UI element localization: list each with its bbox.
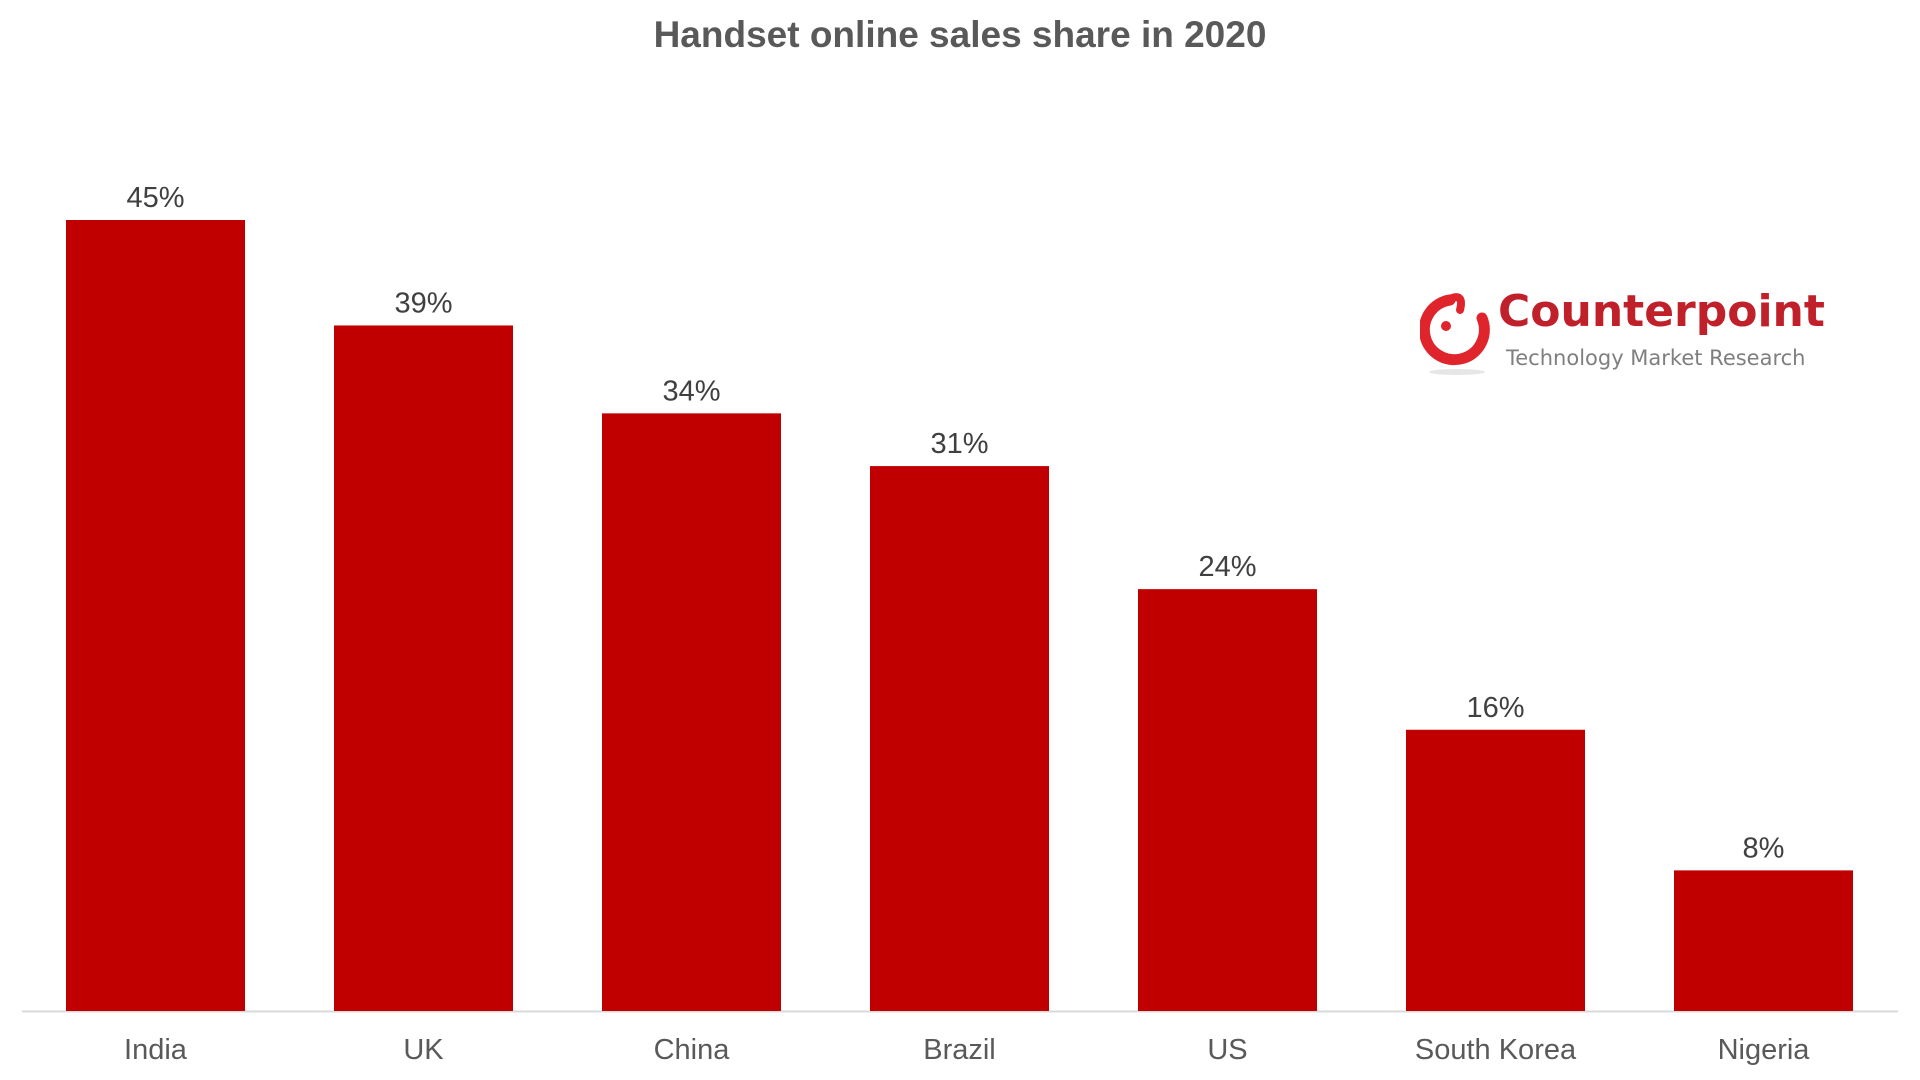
category-label: UK <box>403 1034 444 1066</box>
category-label: Brazil <box>923 1034 996 1066</box>
data-label: 24% <box>1198 551 1256 583</box>
counterpoint-logo-icon <box>1420 293 1490 375</box>
bar-us <box>1138 589 1317 1011</box>
category-label: China <box>654 1034 731 1066</box>
logo-name: Counterpoint <box>1498 286 1825 337</box>
data-label: 8% <box>1743 832 1785 864</box>
bar-china <box>602 413 781 1011</box>
bar-nigeria <box>1674 870 1853 1011</box>
category-label: India <box>124 1034 188 1066</box>
category-label: South Korea <box>1415 1034 1577 1066</box>
chart-title: Handset online sales share in 2020 <box>653 14 1267 55</box>
counterpoint-logo: Counterpoint Technology Market Research <box>1420 286 1840 378</box>
data-label: 39% <box>394 287 452 319</box>
logo-tagline: Technology Market Research <box>1506 346 1806 370</box>
category-label: Nigeria <box>1718 1034 1811 1066</box>
bar-brazil <box>870 466 1049 1012</box>
bar-uk <box>334 325 513 1011</box>
category-label: US <box>1207 1034 1247 1066</box>
data-label: 34% <box>662 375 720 407</box>
data-label: 16% <box>1466 692 1524 724</box>
bar-south-korea <box>1406 729 1585 1011</box>
data-label: 45% <box>126 182 184 214</box>
data-label: 31% <box>930 428 988 460</box>
bar-india <box>66 220 245 1011</box>
